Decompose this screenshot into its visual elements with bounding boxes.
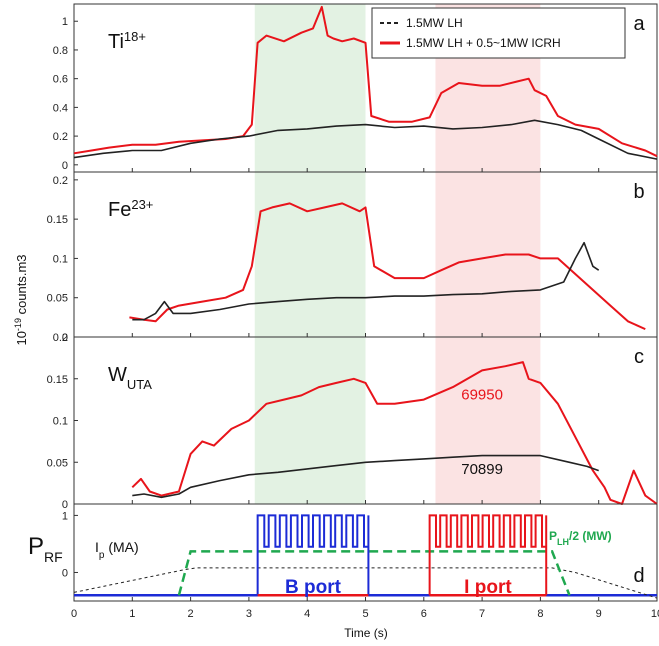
plh-label: PLH/2 (MW) (549, 529, 612, 547)
shaded-regions (254, 4, 541, 504)
port-label: B port (285, 577, 342, 598)
x-tick-label: 1 (129, 608, 135, 620)
y-tick-label: 0 (62, 160, 68, 172)
y-tick-label: 0.05 (47, 293, 68, 305)
series-line-0 (129, 202, 646, 331)
y-tick-label: 0 (62, 567, 68, 579)
y-tick-label: 0.2 (53, 131, 68, 143)
shot-number: 69950 (461, 387, 503, 404)
port-label: I port (464, 577, 512, 598)
x-tick-label: 7 (479, 608, 485, 620)
x-tick-label: 2 (188, 608, 194, 620)
ip-line (73, 567, 658, 599)
y-tick-label: 0.15 (47, 214, 68, 226)
x-tick-label: 8 (537, 608, 543, 620)
port-waveform-0 (256, 514, 370, 596)
legend-label: 1.5MW LH + 0.5~1MW ICRH (406, 36, 561, 50)
species-label: Ti18+ (108, 29, 146, 54)
x-tick-label: 10 (651, 608, 659, 620)
legend-label: 1.5MW LH (406, 16, 463, 30)
series-line-0 (131, 361, 658, 505)
y-tick-label: 0.6 (53, 74, 68, 86)
y-tick-label: 0.1 (53, 253, 68, 265)
y-tick-label: 1 (62, 510, 68, 522)
panel-b: 0 0.05 0.1 0.15 0.2 Fe23+ b (47, 171, 658, 344)
series-line-1 (132, 241, 600, 321)
species-label: Fe23+ (108, 197, 153, 222)
prf-title: PRF (28, 533, 63, 565)
y-tick-label: 0.4 (53, 102, 68, 114)
panel-letter: d (633, 565, 644, 587)
series-line-1 (132, 454, 599, 499)
x-tick-label: 4 (304, 608, 310, 620)
y-tick-label: 0.8 (53, 45, 68, 57)
y-tick-label: 0.1 (53, 416, 68, 428)
panel-letter: b (633, 181, 644, 203)
y-tick-label: 0.2 (53, 332, 68, 344)
x-tick-label: 0 (71, 608, 77, 620)
x-axis-label: Time (s) (344, 626, 388, 640)
ip-label: Ip (MA) (95, 539, 139, 561)
panel-frame (73, 503, 658, 602)
species-label: WUTA (108, 364, 152, 392)
y-tick-label: 0.05 (47, 457, 68, 469)
y-tick-label: 0.15 (47, 374, 68, 386)
series-line-1 (73, 119, 658, 160)
panel-letter: a (633, 13, 645, 35)
x-tick-label: 3 (246, 608, 252, 620)
plh-line (177, 550, 571, 596)
x-tick-label: 5 (362, 608, 368, 620)
y-tick-label: 1 (62, 16, 68, 28)
x-tick-label: 6 (421, 608, 427, 620)
shaded-region-0 (254, 4, 366, 504)
port-waveform-1 (428, 514, 548, 596)
y-tick-label: 0.2 (53, 175, 68, 187)
panel-a: 0 0.2 0.4 0.6 0.8 1 Ti18+ a (53, 3, 658, 173)
legend: 1.5MW LH 1.5MW LH + 0.5~1MW ICRH (371, 7, 626, 59)
panel-c: 0 0.05 0.1 0.15 0.2 WUTA c 69950 70899 (47, 332, 658, 511)
shot-number: 70899 (461, 461, 503, 478)
legend-box (371, 7, 626, 59)
y-axis-label: 10-19 counts.m3 (13, 254, 29, 345)
y-tick-label: 0 (62, 499, 68, 511)
panel-letter: c (634, 346, 644, 368)
x-tick-label: 9 (596, 608, 602, 620)
panels: 00.20.40.60.81Ti18+a00.050.10.150.2Fe23+… (28, 3, 659, 620)
y-tick-label: 0 (62, 332, 68, 344)
